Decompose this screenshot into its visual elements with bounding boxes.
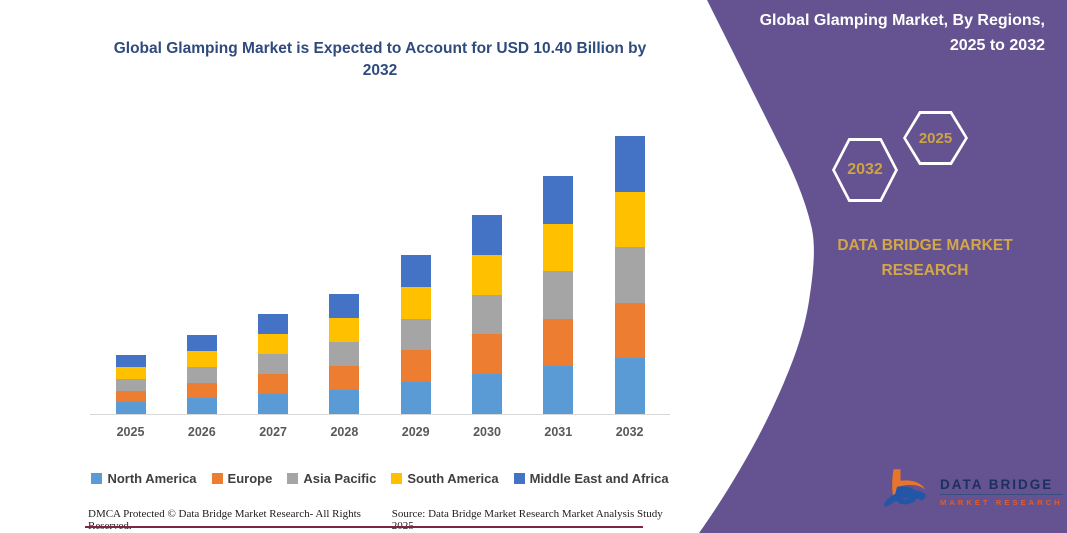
bar-segment-north-america (400, 382, 431, 414)
legend-item-north-america: North America (91, 471, 197, 486)
legend-swatch (91, 473, 103, 484)
x-axis-labels: 2025 2026 2027 2028 2029 2030 2031 2032 (95, 425, 670, 443)
bar-column-2025 (115, 355, 146, 414)
bar-segment-south-america (115, 367, 146, 379)
logo-text: DATA BRIDGE MARKET RESEARCH (940, 477, 1063, 507)
legend-swatch (287, 473, 299, 484)
bar-segment-middle-east-and-africa (186, 335, 217, 351)
bar-segment-north-america (543, 366, 574, 414)
legend-label: Asia Pacific (303, 471, 377, 486)
bar-segment-europe (329, 365, 360, 390)
bar-segment-asia-pacific (472, 294, 502, 335)
bar-segment-asia-pacific (614, 247, 645, 303)
x-axis-line (90, 414, 670, 415)
bar-segment-europe (258, 373, 289, 394)
chart-title: Global Glamping Market is Expected to Ac… (113, 40, 647, 80)
bar-column-2029 (400, 255, 431, 414)
legend-swatch (391, 473, 403, 484)
bottom-divider-line (85, 526, 643, 528)
dmca-notice: DMCA Protected © Data Bridge Market Rese… (88, 508, 361, 532)
bar-segment-europe (472, 334, 502, 375)
logo-line-data-bridge: DATA BRIDGE (940, 477, 1063, 495)
x-axis-label-2032: 2032 (615, 425, 644, 439)
bar-column-2031 (543, 176, 574, 414)
x-axis-label-2029: 2029 (401, 425, 430, 439)
x-axis-label-2031: 2031 (544, 425, 573, 439)
bar-segment-north-america (258, 393, 289, 414)
bar-column-2026 (186, 335, 217, 414)
bar-segment-middle-east-and-africa (472, 215, 502, 255)
bar-column-2032 (614, 136, 645, 414)
company-logo: DATA BRIDGE MARKET RESEARCH (876, 464, 1063, 520)
bar-segment-asia-pacific (329, 341, 360, 366)
bar-segment-europe (543, 318, 574, 367)
bar-segment-south-america (472, 254, 502, 295)
x-axis-label-2025: 2025 (116, 425, 145, 439)
legend-label: Europe (227, 471, 273, 486)
legend-label: Middle East and Africa (529, 471, 669, 486)
bar-segment-south-america (614, 191, 645, 248)
bar-segment-europe (400, 350, 431, 383)
bar-segment-middle-east-and-africa (329, 293, 360, 318)
bar-segment-south-america (400, 286, 431, 319)
bar-segment-north-america (329, 389, 360, 414)
bar-segment-middle-east-and-africa (115, 355, 146, 368)
legend-item-south-america: South America (391, 471, 499, 486)
purple-panel-shape (699, 0, 1067, 533)
brand-name: DATA BRIDGE MARKET RESEARCH (837, 237, 1013, 279)
bar-segment-middle-east-and-africa (543, 176, 574, 224)
hexagon-year-label: 2032 (847, 161, 883, 178)
sidebar-heading: Global Glamping Market, By Regions, 2025… (759, 12, 1045, 54)
hexagon-inner: 2025 (906, 114, 965, 162)
bar-segment-asia-pacific (258, 353, 289, 374)
hexagon-badge-2032: 2032 (832, 138, 898, 202)
x-axis-label-2030: 2030 (473, 425, 501, 439)
bar-segment-middle-east-and-africa (258, 313, 289, 334)
bar-column-2028 (329, 293, 360, 414)
bar-segment-middle-east-and-africa (400, 255, 431, 287)
bar-segment-north-america (186, 398, 217, 414)
legend-swatch (211, 473, 223, 484)
hexagon-inner: 2032 (835, 141, 895, 199)
source-note: Source: Data Bridge Market Research Mark… (391, 508, 663, 532)
footer: DMCA Protected © Data Bridge Market Rese… (88, 508, 673, 532)
plot-area (95, 130, 670, 414)
x-axis-label-2027: 2027 (259, 425, 287, 439)
hexagon-year-label: 2025 (918, 129, 953, 147)
bar-segment-asia-pacific (400, 318, 431, 351)
bar-segment-south-america (543, 223, 574, 272)
logo-line-market-research: MARKET RESEARCH (940, 498, 1063, 507)
legend-item-asia-pacific: Asia Pacific (287, 471, 376, 486)
bar-column-2027 (258, 313, 289, 414)
bar-segment-north-america (115, 402, 146, 414)
bar-segment-asia-pacific (543, 271, 574, 319)
bar-segment-europe (614, 302, 645, 359)
bar-segment-north-america (614, 358, 645, 414)
bar-segment-asia-pacific (186, 366, 217, 383)
bar-segment-south-america (258, 333, 289, 354)
legend-swatch (513, 473, 525, 484)
bar-segment-north-america (472, 374, 502, 414)
bar-segment-asia-pacific (115, 378, 146, 391)
x-axis-label-2026: 2026 (187, 425, 216, 439)
x-axis-label-2028: 2028 (330, 425, 359, 439)
bar-column-2030 (472, 215, 502, 414)
bar-segment-south-america (186, 351, 217, 367)
bar-segment-europe (115, 390, 146, 403)
bar-segment-europe (186, 382, 217, 399)
legend-label: North America (107, 471, 197, 486)
chart-legend: North America Europe Asia Pacific South Ame… (80, 471, 680, 486)
logo-b-icon (884, 469, 926, 507)
legend-item-europe: Europe (211, 471, 273, 486)
bar-segment-middle-east-and-africa (614, 136, 645, 192)
bar-segment-south-america (329, 317, 360, 342)
legend-item-middle-east-and-africa: Middle East and Africa (513, 471, 669, 486)
legend-label: South America (407, 471, 499, 486)
